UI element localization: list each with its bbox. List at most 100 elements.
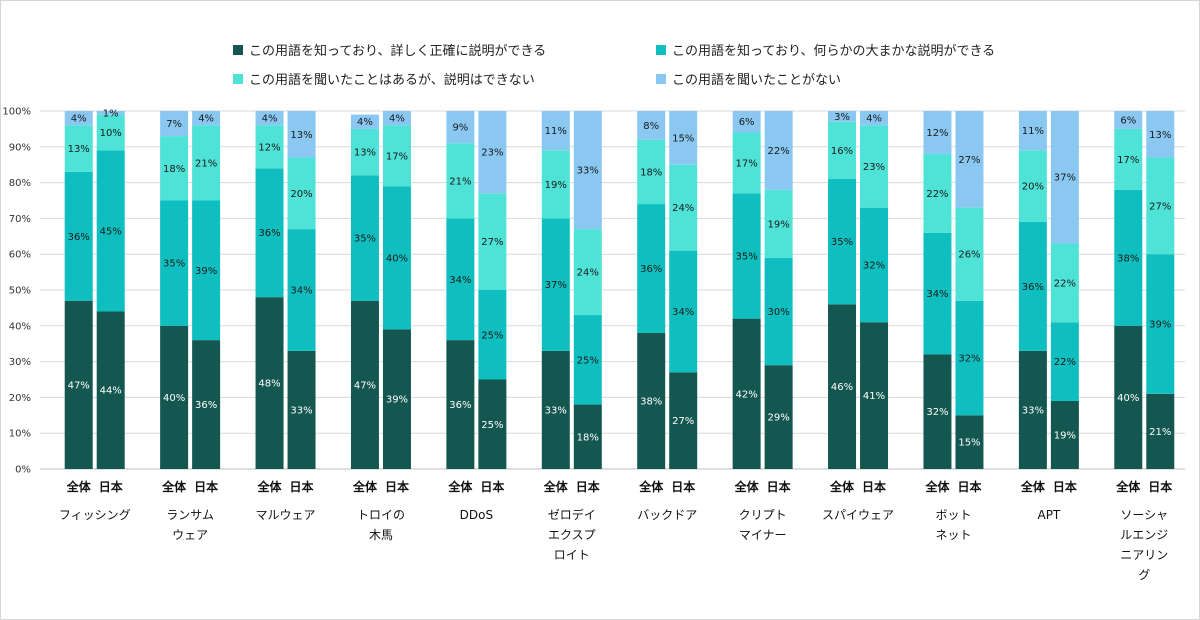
data-label: 39% <box>195 266 217 277</box>
bar-segment <box>478 193 507 290</box>
data-label: 47% <box>68 380 90 391</box>
bar-segment <box>255 297 284 469</box>
bar-segment <box>96 114 125 151</box>
bar-segment <box>573 404 602 469</box>
bar-category-label: 日本 <box>671 479 695 494</box>
data-label: 37% <box>1054 173 1076 184</box>
data-label: 36% <box>68 232 90 243</box>
data-label: 6% <box>1120 115 1136 126</box>
bar-segment <box>446 111 475 144</box>
data-label: 40% <box>163 393 185 404</box>
legend-label-never: この用語を聞いたことがない <box>672 73 842 88</box>
data-label: 10% <box>100 128 122 139</box>
legend-item-heard: この用語を聞いたことはあるが、説明はできない <box>233 69 535 88</box>
data-label: 1% <box>103 108 119 119</box>
bar-segment <box>637 111 666 140</box>
data-label: 32% <box>958 354 980 365</box>
bar-category-label: 日本 <box>767 479 791 494</box>
data-label: 33% <box>290 405 312 416</box>
data-label: 3% <box>834 112 850 123</box>
data-label: 23% <box>863 162 885 173</box>
data-label: 8% <box>643 121 659 132</box>
legend-label-detailed: この用語を知っており、詳しく正確に説明ができる <box>249 44 547 59</box>
bar-segment <box>350 300 379 469</box>
bar-segment <box>1050 322 1079 401</box>
bar-category-label: 日本 <box>862 479 886 494</box>
data-label: 40% <box>1117 393 1139 404</box>
data-label: 36% <box>1022 282 1044 293</box>
bar-category-label: 日本 <box>99 479 123 494</box>
data-label: 34% <box>449 275 471 286</box>
data-label: 34% <box>672 307 694 318</box>
data-label: 42% <box>736 389 758 400</box>
legend-label-rough: この用語を知っており、何らかの大まかな説明ができる <box>672 44 996 59</box>
y-tick-label: 60% <box>9 250 31 261</box>
bar-segment <box>732 193 761 319</box>
legend-swatch-never <box>656 73 666 84</box>
bar-segment <box>96 111 125 115</box>
x-category-label: エクスプ <box>548 528 596 542</box>
data-label: 7% <box>166 119 182 130</box>
bar-segment <box>192 125 221 201</box>
data-label: 34% <box>290 286 312 297</box>
chart-legend: この用語を知っており、詳しく正確に説明ができる この用語を知っており、何らかの大… <box>0 0 1200 100</box>
legend-swatch-detailed <box>233 44 243 55</box>
bar-segment <box>541 218 570 351</box>
bar-category-label: 全体 <box>543 479 569 494</box>
bar-category-label: 全体 <box>829 479 855 494</box>
bar-segment <box>1146 157 1175 255</box>
bar-segment <box>828 111 857 122</box>
data-label: 48% <box>258 379 280 390</box>
bar-segment <box>541 111 570 151</box>
bar-segment <box>160 136 189 201</box>
data-label: 4% <box>357 117 373 128</box>
bar-segment <box>1050 243 1079 323</box>
data-label: 24% <box>577 268 599 279</box>
data-label: 17% <box>1117 155 1139 166</box>
bar-segment <box>637 139 666 205</box>
data-label: 38% <box>640 396 662 407</box>
bar-segment <box>923 354 952 469</box>
y-tick-label: 50% <box>9 286 31 297</box>
x-category-label: マイナー <box>739 528 787 542</box>
bar-segment <box>478 379 507 469</box>
bar-segment <box>732 111 761 133</box>
data-label: 21% <box>195 158 217 169</box>
bar-category-label: 日本 <box>1148 479 1172 494</box>
legend-swatch-rough <box>656 44 666 55</box>
x-category-label: ニアリン <box>1120 548 1168 562</box>
x-category-label: トロイの <box>357 508 405 522</box>
bar-category-label: 全体 <box>352 479 378 494</box>
bar-segment <box>860 111 889 126</box>
bar-segment <box>637 332 666 469</box>
bar-segment <box>1018 350 1047 469</box>
y-tick-label: 70% <box>9 214 31 225</box>
bar-segment <box>764 365 793 469</box>
data-label: 19% <box>768 219 790 230</box>
y-tick-label: 0% <box>15 465 31 476</box>
data-label: 22% <box>1054 278 1076 289</box>
data-label: 47% <box>354 380 376 391</box>
bar-segment <box>255 168 284 298</box>
data-label: 6% <box>739 117 755 128</box>
x-category-label: ソーシャ <box>1120 508 1168 522</box>
bar-segment <box>541 350 570 469</box>
data-label: 23% <box>481 148 503 159</box>
data-label: 38% <box>1117 253 1139 264</box>
bar-segment <box>573 229 602 316</box>
bar-segment <box>1114 325 1143 469</box>
x-category-label: APT <box>1037 508 1060 522</box>
bar-segment <box>637 204 666 333</box>
bar-category-label: 全体 <box>638 479 664 494</box>
x-category-label: 木馬 <box>369 528 393 542</box>
data-label: 35% <box>163 259 185 270</box>
data-label: 13% <box>290 130 312 141</box>
data-label: 21% <box>449 176 471 187</box>
bar-segment <box>287 350 316 469</box>
legend-swatch-heard <box>233 73 243 84</box>
data-label: 45% <box>100 226 122 237</box>
data-label: 4% <box>389 114 405 125</box>
bar-segment <box>860 322 889 469</box>
data-label: 18% <box>640 167 662 178</box>
